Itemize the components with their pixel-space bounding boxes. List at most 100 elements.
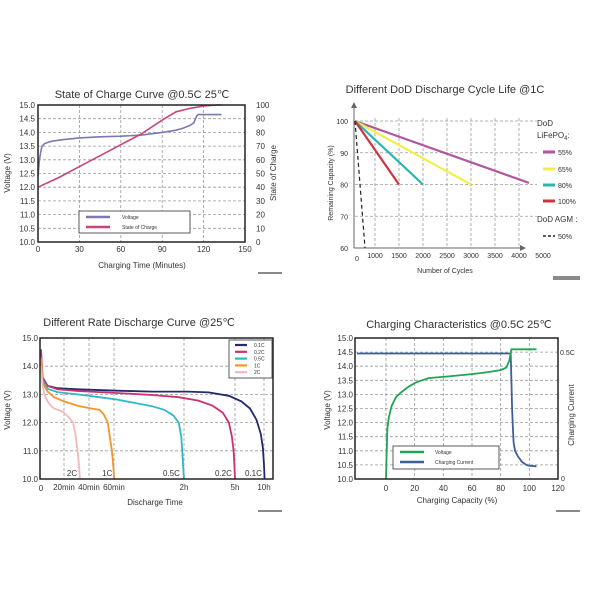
y-tick-label: 10.0	[337, 475, 353, 484]
y-tick-label: 12.5	[19, 170, 35, 179]
series-line-charging-current	[357, 352, 537, 468]
x-tick-label: 120	[551, 484, 565, 493]
y2-tick-label: 70	[256, 142, 265, 151]
curve-end-label: 0.5C	[163, 469, 180, 478]
x-tick-label: 3500	[487, 253, 503, 260]
series-line-state-of-charge	[37, 104, 222, 188]
x-tick-label: 40min	[78, 483, 100, 492]
plot-frame	[39, 337, 274, 480]
y-tick-label: 14.0	[19, 128, 35, 137]
legend-group-agm-title: DoD AGM :	[537, 215, 577, 224]
y2-tick-label: 0	[256, 238, 261, 247]
chart-title: State of Charge Curve @0.5C 25℃	[55, 89, 230, 101]
y-tick-label: 11.0	[23, 447, 39, 456]
scroll-indicator	[258, 510, 282, 512]
y2-tick-label: 30	[256, 197, 265, 206]
series-line-100pct	[354, 120, 400, 186]
y-ticks: 10.0 11.0 12.0 13.0 14.0 15.0	[22, 334, 38, 484]
scroll-indicator	[258, 272, 282, 274]
x-axis-label: Number of Cycles	[417, 268, 473, 275]
y-tick-label: 70	[340, 214, 348, 221]
series-group	[37, 104, 222, 188]
x-tick-label: 60	[116, 245, 125, 254]
x-tick-label: 10h	[257, 483, 270, 492]
x-tick-label: 20min	[53, 483, 75, 492]
y-tick-label: 13.0	[19, 156, 35, 165]
y2-tick-label: 50	[256, 170, 265, 179]
x-tick-label: 40	[439, 484, 448, 493]
y2-axis-label: State of Charge	[269, 144, 278, 201]
series-group	[354, 119, 530, 249]
scroll-indicator	[553, 276, 580, 280]
legend-colon: :	[567, 131, 569, 140]
y2-tick-label: 0	[561, 476, 565, 483]
x-ticks: 0 1000 1500 2000 2500 3000 3500 4000 5000	[355, 253, 551, 263]
x-tick-label: 2500	[439, 253, 455, 260]
x-tick-label: 4000	[511, 253, 527, 260]
x-tick-label: 80	[496, 484, 505, 493]
y-tick-label: 11.0	[20, 211, 36, 220]
y2-tick-label: 100	[256, 101, 270, 110]
x-tick-label: 1000	[367, 253, 383, 260]
y-ticks: 60 70 80 90 100	[336, 119, 348, 253]
legend: DoD LiFePO4: 55% 65% 80% 100% 50% DoD AGM :	[537, 119, 577, 241]
y-tick-label: 10.0	[19, 238, 35, 247]
y-tick-label: 12.0	[337, 419, 353, 428]
y-tick-label: 13.0	[22, 390, 38, 399]
curve-end-label: 0.2C	[215, 469, 232, 478]
y-tick-label: 11.0	[338, 447, 354, 456]
y-axis-label: Voltage (V)	[323, 390, 332, 430]
y-tick-label: 10.5	[19, 224, 35, 233]
legend: Voltage State of Charge	[78, 210, 191, 234]
x-tick-label: 1500	[391, 253, 407, 260]
legend-label-current: Charging Current	[435, 460, 474, 466]
legend-label: 1C	[254, 363, 261, 369]
series-line-55pct	[354, 119, 530, 184]
x-ticks: 0 20min 40min 60min 2h 5h 10h	[39, 483, 271, 493]
x-axis-label: Charging Time (Minutes)	[98, 261, 186, 270]
x-axis-arrow-icon	[520, 245, 526, 251]
gridlines	[38, 105, 245, 242]
y-axis-label: Remaining Capacity (%)	[328, 145, 335, 220]
y-ticks: 10.0 10.5 11.0 11.5 12.0 12.5 13.0 13.5 14.0 14.5…	[337, 334, 353, 484]
chart-rate-discharge: Different Rate Discharge Curve @25℃ 10.0…	[3, 317, 282, 512]
legend: Voltage Charging Current	[392, 445, 500, 470]
y-axis-label: Voltage (V)	[3, 390, 12, 430]
series-line-0_5C	[40, 360, 185, 480]
chart-charging-characteristics: Charging Characteristics @0.5C 25℃ 10.01…	[323, 319, 580, 512]
series-line-50pct	[354, 120, 366, 249]
y-tick-label: 13.5	[337, 376, 353, 385]
legend-label: 100%	[558, 199, 576, 206]
x-tick-label: 150	[238, 245, 252, 254]
y-tick-label: 15.0	[22, 334, 38, 343]
y2-ticks: 0 10 20 30 40 50 60 70 80 90 100	[256, 101, 270, 247]
y-tick-label: 13.0	[337, 390, 353, 399]
legend-label: 55%	[558, 150, 572, 157]
legend-label-soc: State of Charge	[122, 225, 157, 231]
x-ticks: 0 30 60 90 120 150	[36, 245, 252, 254]
y-tick-label: 100	[336, 119, 348, 126]
y-tick-label: 90	[340, 151, 348, 158]
series-line-voltage	[37, 113, 222, 177]
series-line-2C	[40, 366, 81, 480]
y2-tick-label: 60	[256, 156, 265, 165]
x-tick-label: 100	[523, 484, 537, 493]
x-ticks: 0 20 40 60 80 100 120	[384, 484, 565, 493]
series-line-0_2C	[40, 349, 236, 480]
scroll-indicator	[556, 510, 580, 512]
y-tick-label: 14.5	[337, 348, 353, 357]
legend-label: 2C	[254, 370, 261, 376]
y2-tick-label: 0.5C	[560, 350, 575, 357]
plot-frame	[37, 104, 246, 243]
legend-label-agm: 50%	[558, 234, 572, 241]
x-tick-label: 0	[355, 256, 359, 263]
y-tick-label: 14.0	[22, 362, 38, 371]
series-line-80pct	[354, 120, 424, 186]
x-tick-label: 0	[384, 484, 389, 493]
legend-label-voltage: Voltage	[122, 215, 139, 221]
y-axis-label: Voltage (V)	[3, 153, 12, 193]
legend-label: 80%	[558, 183, 572, 190]
